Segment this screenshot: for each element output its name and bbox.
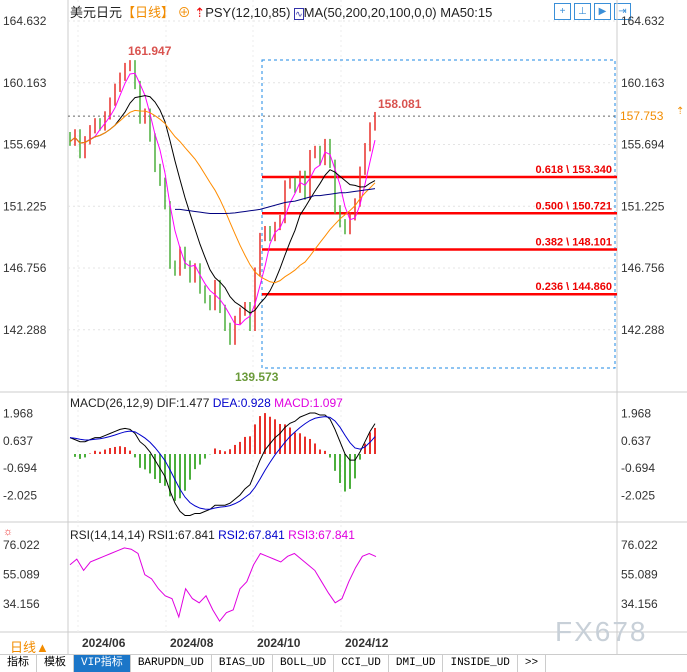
fib-label: 0.500 \ 150.721 xyxy=(536,200,612,212)
price-axis-label: 164.632 xyxy=(3,14,47,28)
macd-axis-label: -0.694 xyxy=(621,461,655,475)
symbol-label: 美元日元 xyxy=(70,5,123,20)
rsi-r2-label: RSI2:67.841 xyxy=(218,528,288,542)
chart-area[interactable]: 164.632 164.632 160.163 160.163 155.694 155.6… xyxy=(0,0,687,654)
rsi-line xyxy=(69,547,377,623)
period-switch[interactable]: 日线▲ xyxy=(10,640,49,655)
tab--[interactable]: 模板 xyxy=(37,655,74,672)
price-axis-label: 151.225 xyxy=(3,199,47,213)
tab-inside-ud[interactable]: INSIDE_UD xyxy=(443,655,518,672)
macd-axis-label: -2.025 xyxy=(3,489,37,503)
move-right-button[interactable]: ⇥ xyxy=(614,3,631,20)
macd-axis-label: -0.694 xyxy=(3,461,37,475)
zoom-out-button[interactable]: ▶ xyxy=(594,3,611,20)
crosshair-button[interactable]: + xyxy=(554,3,571,20)
macd-axis-label: -2.025 xyxy=(621,489,655,503)
rsi-axis-label: 76.022 xyxy=(3,538,40,552)
macd-title: MACD(26,12,9) DIF:1.477 DEA:0.928 MACD:1… xyxy=(70,396,343,410)
macd-dea-label: DEA:0.928 xyxy=(213,396,274,410)
zoom-in-button[interactable]: ⊥ xyxy=(574,3,591,20)
date-label: 2024/12 xyxy=(345,636,389,650)
macd-axis-label: 0.637 xyxy=(621,434,651,448)
dif-line xyxy=(69,412,376,516)
last-high-label: 158.081 xyxy=(378,97,422,111)
ma-icon: ∿ xyxy=(294,8,304,20)
current-price-label: 157.753 xyxy=(620,109,664,123)
macd-dif-label: DIF:1.477 xyxy=(157,396,213,410)
price-axis-label: 146.756 xyxy=(621,261,665,275)
ma50-label: MA50:15 xyxy=(440,5,493,20)
macd-axis-label: 1.968 xyxy=(3,407,33,421)
tab-vip-[interactable]: VIP指标 xyxy=(74,655,131,672)
fib-label: 0.236 \ 144.860 xyxy=(536,281,612,293)
price-axis-label: 155.694 xyxy=(3,138,47,152)
indicator-tabs: 指标 模板 VIP指标 BARUPDN_UD BIAS_UD BOLL_UD CCI_UD D… xyxy=(0,654,687,672)
period-label: 【日线】 xyxy=(122,5,175,20)
up-arrow-icon: ⇡ xyxy=(194,5,206,20)
date-label: 2024/10 xyxy=(257,636,301,650)
rsi-r3-label: RSI3:67.841 xyxy=(288,528,355,542)
price-axis-label: 146.756 xyxy=(3,261,47,275)
rsi-title-label: RSI(14,14,14) xyxy=(70,528,148,542)
fib-label: 0.382 \ 148.101 xyxy=(536,236,612,248)
tab-dmi-ud[interactable]: DMI_UD xyxy=(389,655,444,672)
macd-axis-label: 1.968 xyxy=(621,407,651,421)
dea-line xyxy=(69,416,376,510)
rsi-axis-label: 55.089 xyxy=(3,568,40,582)
ma-long-line xyxy=(175,188,376,215)
tab-barupdn-ud[interactable]: BARUPDN_UD xyxy=(131,655,212,672)
macd-macd-label: MACD:1.097 xyxy=(274,396,343,410)
price-axis-label: 155.694 xyxy=(621,138,665,152)
tab-cci-ud[interactable]: CCI_UD xyxy=(334,655,389,672)
ma-label: MA(50,200,20,100,0,0) xyxy=(303,5,437,20)
high-label: 161.947 xyxy=(128,44,172,58)
macd-title-label: MACD(26,12,9) xyxy=(70,396,157,410)
rsi-axis-label: 34.156 xyxy=(3,597,40,611)
low-label: 139.573 xyxy=(235,370,279,384)
tab--[interactable]: >> xyxy=(518,655,547,672)
price-axis-label: 164.632 xyxy=(621,14,665,28)
price-axis-label: 160.163 xyxy=(3,76,47,90)
up-arrow-icon: ⇡ xyxy=(676,106,684,117)
watermark: FX678 xyxy=(555,616,648,647)
fib-label: 0.618 \ 153.340 xyxy=(536,164,612,176)
tab-bias-ud[interactable]: BIAS_UD xyxy=(212,655,274,672)
price-axis-label: 142.288 xyxy=(3,323,47,337)
price-axis-label: 142.288 xyxy=(621,323,665,337)
date-label: 2024/06 xyxy=(82,636,126,650)
tab--[interactable]: 指标 xyxy=(0,655,37,672)
price-axis-label: 151.225 xyxy=(621,199,665,213)
ma-slow-line xyxy=(69,109,376,284)
date-label: 2024/08 xyxy=(170,636,214,650)
ma-mid-line xyxy=(69,95,376,314)
chart-title-bar: 美元日元【日线】 ⊕ ⇡PSY(12,10,85) ∿MA(50,200,20,… xyxy=(70,2,492,21)
ma-fast-line xyxy=(69,72,376,326)
psy-label: PSY(12,10,85) xyxy=(205,5,291,20)
rsi-axis-label: 55.089 xyxy=(621,568,658,582)
tab-boll-ud[interactable]: BOLL_UD xyxy=(273,655,335,672)
price-axis-label: 160.163 xyxy=(621,76,665,90)
rsi-axis-label: 34.156 xyxy=(621,597,658,611)
rsi-axis-label: 76.022 xyxy=(621,538,658,552)
rsi-r1-label: RSI1:67.841 xyxy=(148,528,218,542)
rsi-title: RSI(14,14,14) RSI1:67.841 RSI2:67.841 RS… xyxy=(70,528,355,542)
macd-axis-label: 0.637 xyxy=(3,434,33,448)
settings-icon: ☼ xyxy=(3,526,13,538)
add-icon[interactable]: ⊕ xyxy=(177,5,191,20)
